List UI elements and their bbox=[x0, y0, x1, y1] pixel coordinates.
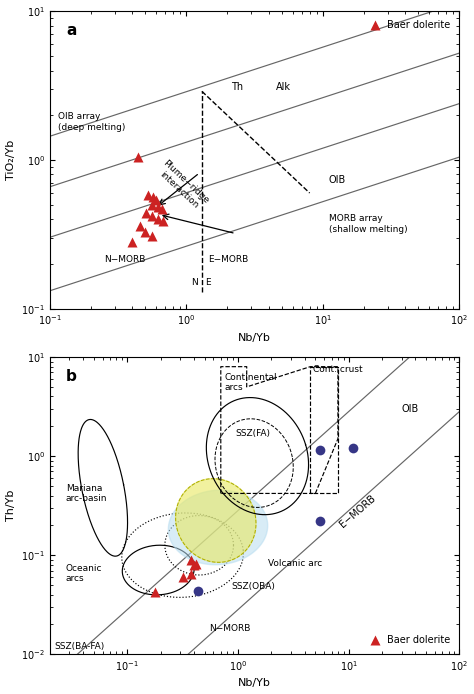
Text: Th: Th bbox=[231, 82, 243, 92]
Text: OIB: OIB bbox=[401, 404, 419, 414]
Y-axis label: Th/Yb: Th/Yb bbox=[6, 490, 16, 521]
Text: E: E bbox=[205, 278, 211, 287]
Text: E−MORB: E−MORB bbox=[209, 255, 249, 264]
Text: Alk: Alk bbox=[275, 82, 291, 92]
Legend: Baer dolerite: Baer dolerite bbox=[361, 17, 455, 34]
Text: Mariana
arc-basin: Mariana arc-basin bbox=[66, 484, 108, 503]
Text: N−MORB: N−MORB bbox=[104, 255, 146, 264]
Text: Plume−ridge
interaction: Plume−ridge interaction bbox=[154, 159, 210, 213]
Text: b: b bbox=[66, 369, 77, 384]
Y-axis label: TiO₂/Yb: TiO₂/Yb bbox=[6, 140, 16, 180]
Text: Oceanic
arcs: Oceanic arcs bbox=[66, 564, 102, 584]
Text: Continental
arcs: Continental arcs bbox=[224, 373, 277, 393]
Text: N: N bbox=[191, 278, 198, 287]
Text: E−MORB: E−MORB bbox=[338, 493, 378, 529]
Polygon shape bbox=[168, 490, 268, 565]
Text: SSZ(BA-FA): SSZ(BA-FA) bbox=[55, 642, 105, 651]
Text: a: a bbox=[66, 24, 77, 38]
Text: OIB: OIB bbox=[328, 176, 346, 185]
Text: SSZ(OBA): SSZ(OBA) bbox=[232, 582, 276, 591]
Text: Cont. crust: Cont. crust bbox=[313, 365, 363, 374]
X-axis label: Nb/Yb: Nb/Yb bbox=[238, 679, 271, 688]
Text: SSZ(FA): SSZ(FA) bbox=[236, 429, 271, 438]
Text: OIB array
(deep melting): OIB array (deep melting) bbox=[58, 112, 126, 132]
X-axis label: Nb/Yb: Nb/Yb bbox=[238, 333, 271, 343]
Legend: Baer dolerite: Baer dolerite bbox=[361, 632, 455, 650]
Text: Volcanic arc: Volcanic arc bbox=[267, 559, 322, 568]
Polygon shape bbox=[175, 479, 256, 562]
Text: MORB array
(shallow melting): MORB array (shallow melting) bbox=[328, 214, 407, 234]
Text: N−MORB: N−MORB bbox=[209, 625, 251, 634]
